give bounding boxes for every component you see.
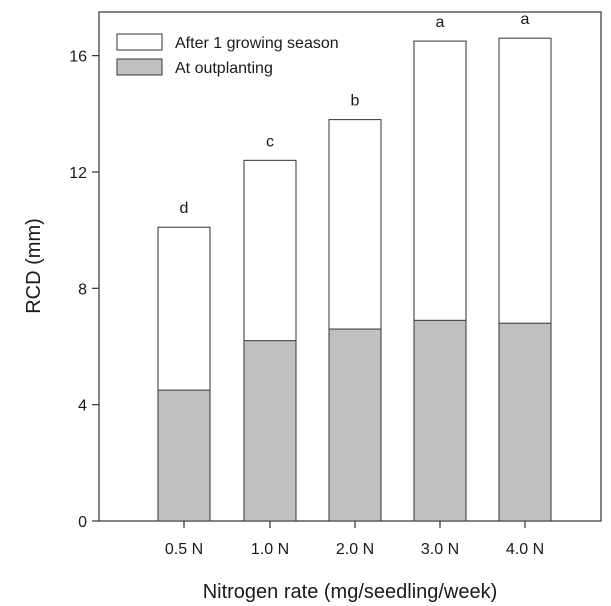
legend-swatch-outplanting	[116, 58, 163, 76]
x-tick-label-1: 1.0 N	[251, 541, 289, 558]
bar-outplanting-0	[157, 389, 211, 522]
significance-label-4: a	[521, 11, 530, 28]
significance-label-1: c	[266, 133, 274, 150]
y-axis-label: RCD (mm)	[23, 218, 45, 314]
y-tick-label-4: 16	[69, 49, 87, 66]
bar-outplanting-1	[243, 340, 297, 522]
y-tick-label-3: 12	[69, 165, 87, 182]
bar-outplanting-3	[413, 319, 467, 522]
y-tick-label-2: 8	[78, 281, 87, 298]
legend-swatch-after-season	[116, 33, 163, 51]
legend-label-after-season: After 1 growing season	[175, 35, 339, 52]
significance-label-2: b	[351, 93, 360, 110]
legend: After 1 growing season At outplanting	[116, 33, 339, 77]
bar-outplanting-4	[498, 322, 552, 522]
significance-label-0: d	[180, 200, 189, 217]
x-axis: 0.5 N 1.0 N 2.0 N 3.0 N 4.0 N	[165, 521, 544, 558]
significance-label-3: a	[436, 14, 445, 31]
legend-label-outplanting: At outplanting	[175, 60, 273, 77]
bars	[157, 37, 552, 522]
x-tick-label-4: 4.0 N	[506, 541, 544, 558]
x-axis-label: Nitrogen rate (mg/seedling/week)	[203, 581, 498, 603]
x-tick-label-3: 3.0 N	[421, 541, 459, 558]
y-tick-label-0: 0	[78, 514, 87, 531]
y-axis: 0 4 8 12 16	[69, 49, 99, 531]
y-tick-label-1: 4	[78, 398, 87, 415]
significance-labels: d c b a a	[180, 11, 530, 217]
x-tick-label-0: 0.5 N	[165, 541, 203, 558]
bar-outplanting-2	[328, 328, 382, 522]
x-tick-label-2: 2.0 N	[336, 541, 374, 558]
